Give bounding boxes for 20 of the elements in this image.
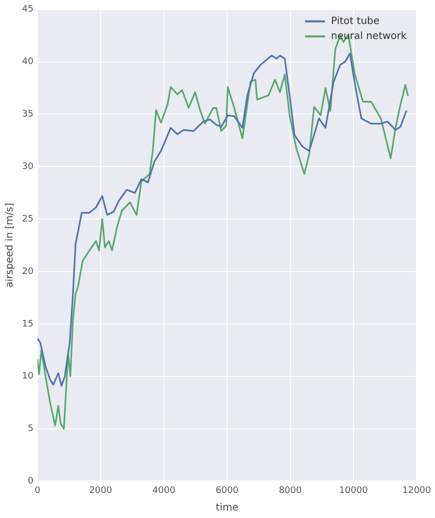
y-tick-label: 45	[22, 4, 34, 15]
y-tick-label: 25	[22, 214, 34, 224]
x-tick-label: 0	[34, 486, 41, 496]
x-tick-label: 12000	[402, 486, 432, 496]
x-tick-label: 6000	[216, 486, 239, 496]
y-tick-label: 5	[28, 424, 34, 434]
legend-label: Pitot tube	[331, 16, 380, 27]
y-tick-label: 15	[22, 319, 34, 330]
y-tick-label: 35	[22, 110, 34, 120]
y-axis-title: airspeed in [m/s]	[4, 202, 16, 288]
x-axis-title: time	[216, 502, 238, 514]
x-tick-label: 2000	[89, 486, 112, 496]
x-tick-label: 8000	[278, 486, 302, 496]
y-tick-label: 40	[22, 57, 34, 68]
x-tick-label: 10000	[339, 486, 368, 496]
y-tick-label: 10	[22, 372, 34, 382]
x-tick-label: 4000	[152, 486, 176, 496]
y-tick-label: 20	[22, 266, 34, 277]
y-tick-label: 0	[28, 476, 34, 487]
y-tick-label: 30	[22, 162, 34, 172]
